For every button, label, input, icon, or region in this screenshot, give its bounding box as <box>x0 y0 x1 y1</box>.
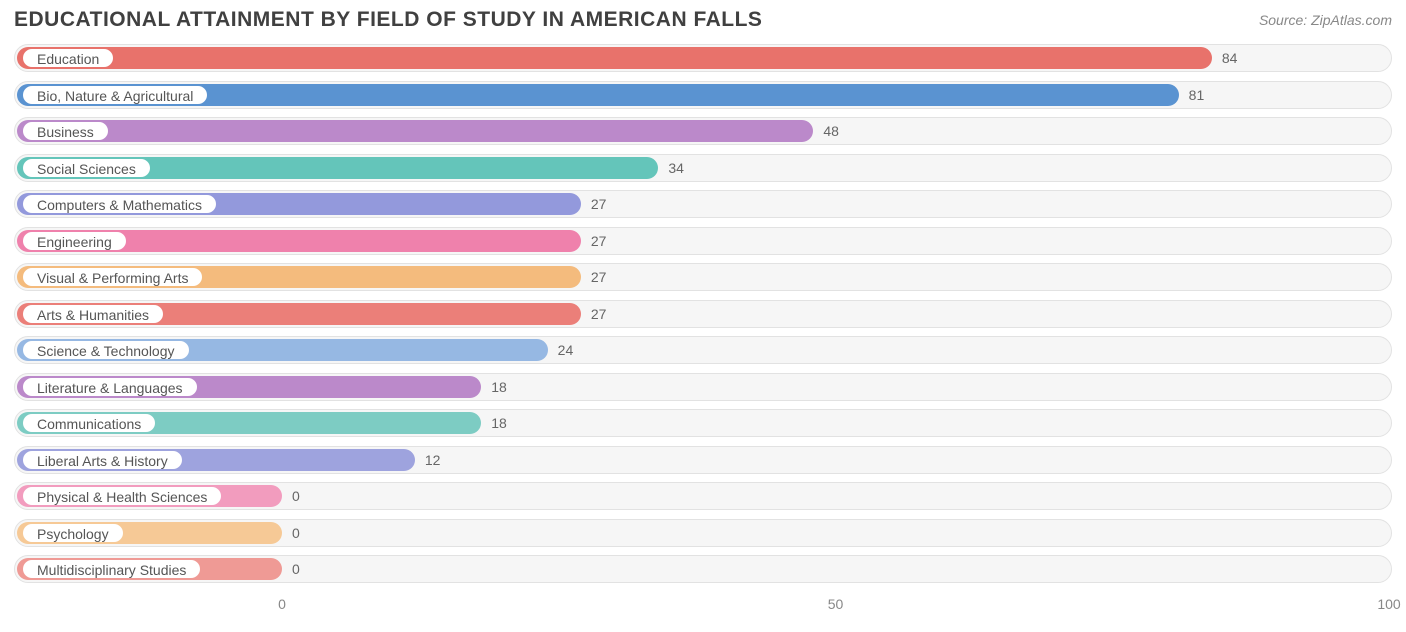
bar-row: Physical & Health Sciences 0 <box>14 482 1392 510</box>
bar-value: 27 <box>591 300 607 328</box>
bar-label-pill: Engineering <box>22 231 127 251</box>
bar-label-pill: Business <box>22 121 109 141</box>
bar-value: 0 <box>292 555 300 583</box>
chart-title: EDUCATIONAL ATTAINMENT BY FIELD OF STUDY… <box>14 8 762 32</box>
bar-row: Computers & Mathematics 27 <box>14 190 1392 218</box>
bar-chart: Education84Bio, Nature & Agricultural81B… <box>0 32 1406 583</box>
bar-row: Liberal Arts & History 12 <box>14 446 1392 474</box>
bar-value: 81 <box>1189 81 1205 109</box>
bar-label-pill: Visual & Performing Arts <box>22 267 203 287</box>
bar-value: 48 <box>823 117 839 145</box>
bar-label-pill: Science & Technology <box>22 340 190 360</box>
bar-label-pill: Multidisciplinary Studies <box>22 559 201 579</box>
bar-fill <box>17 120 813 142</box>
bar-value: 0 <box>292 482 300 510</box>
bar-row: Education 84 <box>14 44 1392 72</box>
bar-label-pill: Education <box>22 48 114 68</box>
bar-fill <box>17 47 1212 69</box>
bar-value: 27 <box>591 227 607 255</box>
bar-label-pill: Bio, Nature & Agricultural <box>22 85 208 105</box>
bar-value: 12 <box>425 446 441 474</box>
bar-row: Multidisciplinary Studies 0 <box>14 555 1392 583</box>
bar-value: 34 <box>668 154 684 182</box>
x-axis: 050100 <box>14 592 1392 622</box>
bar-value: 27 <box>591 263 607 291</box>
bar-row: Social Sciences 34 <box>14 154 1392 182</box>
bar-value: 27 <box>591 190 607 218</box>
bar-label-pill: Social Sciences <box>22 158 151 178</box>
bar-row: Bio, Nature & Agricultural 81 <box>14 81 1392 109</box>
bar-label-pill: Physical & Health Sciences <box>22 486 222 506</box>
chart-header: EDUCATIONAL ATTAINMENT BY FIELD OF STUDY… <box>0 0 1406 32</box>
bar-row: Engineering 27 <box>14 227 1392 255</box>
bar-value: 84 <box>1222 44 1238 72</box>
x-axis-tick: 50 <box>828 596 844 612</box>
bar-label-pill: Liberal Arts & History <box>22 450 183 470</box>
bar-row: Communications 18 <box>14 409 1392 437</box>
bar-value: 18 <box>491 409 507 437</box>
bar-row: Psychology 0 <box>14 519 1392 547</box>
bar-row: Literature & Languages 18 <box>14 373 1392 401</box>
bar-label-pill: Computers & Mathematics <box>22 194 217 214</box>
x-axis-tick: 0 <box>278 596 286 612</box>
bar-row: Business 48 <box>14 117 1392 145</box>
bar-value: 24 <box>558 336 574 364</box>
bar-label-pill: Psychology <box>22 523 124 543</box>
bar-row: Visual & Performing Arts 27 <box>14 263 1392 291</box>
x-axis-tick: 100 <box>1377 596 1400 612</box>
bar-value: 0 <box>292 519 300 547</box>
chart-source: Source: ZipAtlas.com <box>1259 8 1392 28</box>
bar-row: Arts & Humanities 27 <box>14 300 1392 328</box>
bar-label-pill: Arts & Humanities <box>22 304 164 324</box>
bar-value: 18 <box>491 373 507 401</box>
bar-row: Science & Technology 24 <box>14 336 1392 364</box>
bar-label-pill: Literature & Languages <box>22 377 198 397</box>
bar-label-pill: Communications <box>22 413 156 433</box>
